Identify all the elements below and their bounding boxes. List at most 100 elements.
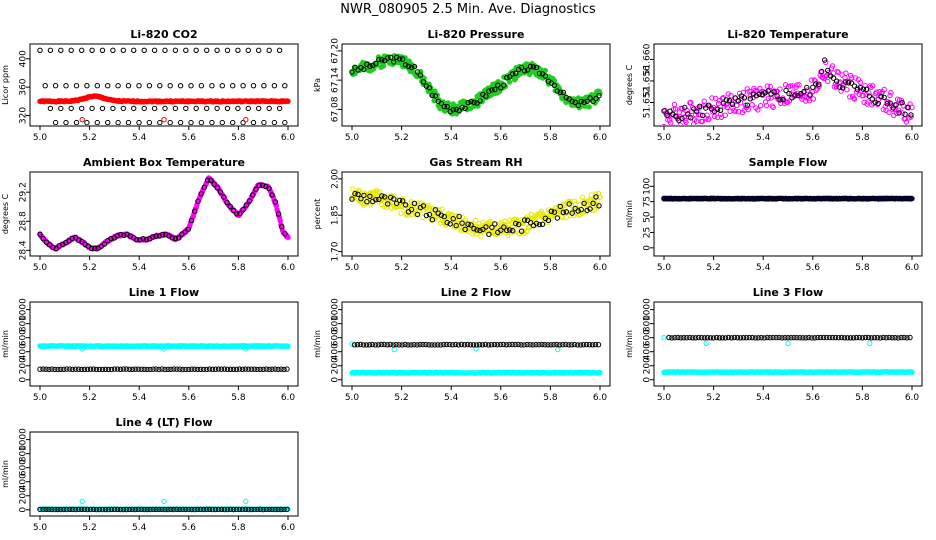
- data-point: [697, 195, 703, 202]
- data-point: [824, 334, 830, 341]
- data-point: [724, 104, 730, 111]
- plot-frame: [653, 171, 923, 257]
- data-point: [366, 191, 373, 197]
- data-point: [453, 213, 460, 219]
- data-point: [762, 99, 769, 105]
- data-point: [459, 104, 465, 111]
- data-point: [507, 74, 513, 80]
- data-point: [444, 219, 450, 226]
- x-tick-label: 6.0: [593, 393, 608, 403]
- data-point: [245, 506, 252, 513]
- data-point: [165, 366, 171, 372]
- data-point: [73, 366, 79, 372]
- data-point: [898, 334, 904, 341]
- data-point: [87, 366, 94, 372]
- y-tick-label: 29.2: [19, 182, 29, 202]
- data-point: [186, 506, 192, 513]
- data-point: [171, 506, 177, 513]
- data-point: [66, 238, 72, 244]
- data-point: [538, 208, 545, 215]
- data-point: [426, 205, 433, 211]
- data-point: [555, 346, 561, 353]
- data-point: [888, 90, 894, 96]
- data-point: [807, 92, 813, 98]
- data-point: [501, 82, 507, 88]
- data-point: [513, 70, 519, 77]
- data-point: [120, 506, 127, 513]
- x-tick-label: 5.0: [657, 393, 672, 403]
- data-point: [141, 366, 147, 372]
- data-point: [873, 89, 880, 95]
- data-point: [254, 506, 260, 513]
- data-point: [254, 366, 260, 373]
- data-point: [188, 217, 195, 224]
- data-point: [126, 366, 133, 372]
- plot-frame: [29, 301, 299, 387]
- data-point: [831, 84, 838, 90]
- x-tick-label: 5.2: [394, 393, 408, 403]
- data-point: [896, 110, 902, 116]
- data-point: [859, 335, 866, 341]
- data-point: [730, 105, 736, 111]
- data-point: [243, 202, 250, 208]
- y-tick-label: 28.4: [19, 240, 29, 260]
- data-point: [696, 334, 702, 341]
- x-tick-label: 5.2: [82, 523, 96, 533]
- data-point: [684, 335, 690, 341]
- data-point: [841, 335, 848, 341]
- data-point: [835, 69, 841, 75]
- data-point: [527, 220, 534, 226]
- data-point: [92, 245, 98, 252]
- data-point: [673, 195, 679, 202]
- data-point: [84, 366, 91, 372]
- data-point: [174, 506, 180, 512]
- data-point: [474, 227, 480, 233]
- data-point: [839, 85, 846, 91]
- data-point: [357, 341, 364, 348]
- data-point: [485, 342, 492, 348]
- data-point: [376, 56, 382, 63]
- data-point: [501, 224, 507, 230]
- plot-frame: [653, 301, 923, 387]
- data-point: [67, 506, 73, 512]
- x-tick-label: 5.0: [345, 263, 360, 273]
- data-point: [52, 119, 59, 125]
- data-point: [209, 366, 216, 372]
- data-point: [111, 506, 118, 512]
- data-point: [266, 366, 272, 373]
- data-point: [432, 93, 438, 99]
- data-point: [153, 366, 159, 372]
- plot-frame: [341, 43, 611, 127]
- data-point: [587, 206, 593, 212]
- data-points: [349, 341, 603, 376]
- data-point: [787, 83, 794, 89]
- data-point: [697, 103, 703, 110]
- data-point: [578, 207, 584, 213]
- data-point: [738, 195, 745, 202]
- data-point: [201, 506, 207, 513]
- y-tick-label: 51.656: [643, 65, 653, 97]
- data-point: [822, 57, 828, 63]
- data-point: [792, 195, 798, 202]
- plot-frame: [29, 431, 299, 517]
- data-point: [236, 366, 243, 372]
- data-point: [146, 119, 153, 125]
- data-point: [408, 64, 415, 71]
- data-point: [52, 83, 59, 89]
- data-point: [506, 79, 513, 85]
- data-point: [367, 193, 373, 200]
- data-point: [405, 63, 412, 70]
- data-point: [729, 196, 736, 202]
- data-point: [183, 366, 189, 373]
- data-point: [887, 195, 893, 202]
- data-point: [123, 366, 130, 372]
- y-tick-label: 800: [643, 315, 653, 332]
- data-point: [667, 196, 673, 202]
- data-point: [373, 197, 379, 203]
- data-point: [770, 334, 776, 341]
- data-point: [720, 100, 727, 107]
- y-tick-label: 67.08: [331, 96, 341, 122]
- data-point: [214, 47, 220, 53]
- data-point: [186, 366, 192, 373]
